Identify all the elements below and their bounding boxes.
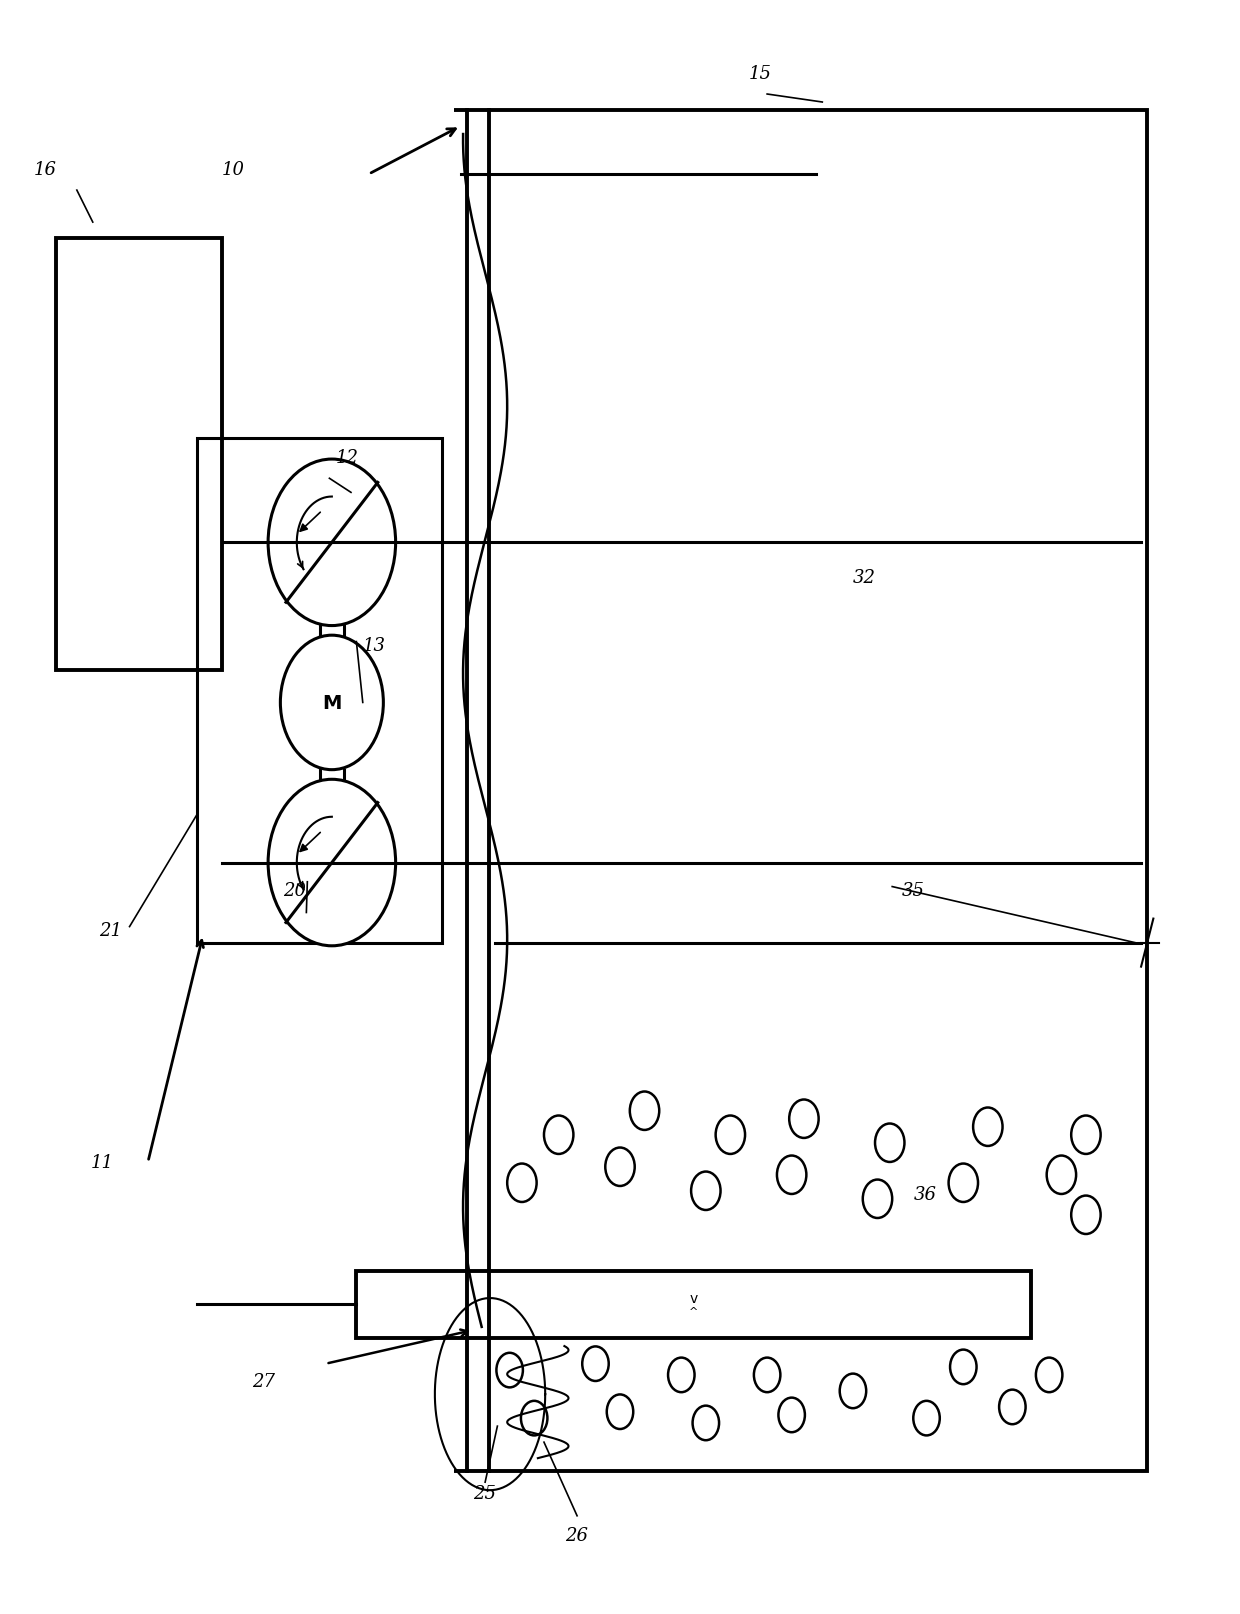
- Text: 10: 10: [222, 161, 244, 179]
- Text: 13: 13: [362, 636, 386, 654]
- Circle shape: [268, 460, 396, 626]
- Text: 26: 26: [565, 1525, 588, 1545]
- Text: 16: 16: [33, 161, 57, 179]
- Text: 25: 25: [472, 1485, 496, 1503]
- Text: 32: 32: [853, 570, 875, 587]
- Text: 35: 35: [901, 881, 925, 899]
- Circle shape: [268, 780, 396, 946]
- Text: ^: ^: [689, 1306, 698, 1315]
- Text: 11: 11: [91, 1152, 113, 1172]
- Text: 20: 20: [283, 881, 306, 899]
- Bar: [356, 1272, 1030, 1338]
- Text: 15: 15: [749, 65, 771, 82]
- Text: 21: 21: [99, 922, 122, 939]
- Text: v: v: [689, 1291, 698, 1306]
- Text: M: M: [322, 694, 341, 712]
- Text: 36: 36: [914, 1185, 937, 1202]
- Text: 27: 27: [252, 1372, 275, 1390]
- Circle shape: [280, 636, 383, 770]
- Text: 12: 12: [336, 449, 358, 466]
